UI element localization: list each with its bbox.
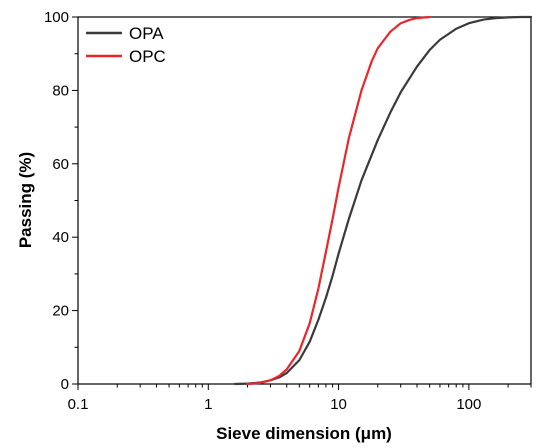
y-tick-label: 40 xyxy=(52,229,69,246)
legend: OPA OPC xyxy=(86,24,166,66)
plot-frame xyxy=(77,16,532,385)
series-layer xyxy=(233,15,533,386)
y-tick-label: 60 xyxy=(52,156,69,173)
y-tick-label: 0 xyxy=(61,376,69,393)
x-tick-label: 0.1 xyxy=(68,396,89,413)
legend-label-opa: OPA xyxy=(129,24,164,43)
x-axis-title: Sieve dimension (μm) xyxy=(216,424,392,443)
x-tick-label: 10 xyxy=(330,396,347,413)
y-tick-label: 20 xyxy=(52,303,69,320)
y-axis-title: Passing (%) xyxy=(16,152,35,248)
axis-ticks xyxy=(72,16,532,390)
y-tick-label: 80 xyxy=(52,82,69,99)
x-tick-label: 100 xyxy=(456,396,481,413)
axis-tick-labels: 0.1 1 10 100 0 20 40 60 80 100 xyxy=(44,9,481,413)
y-tick-label: 100 xyxy=(44,9,69,26)
legend-label-opc: OPC xyxy=(129,47,166,66)
series-line-opa xyxy=(233,15,533,386)
x-tick-label: 1 xyxy=(204,396,212,413)
series-line-opc xyxy=(246,15,431,386)
